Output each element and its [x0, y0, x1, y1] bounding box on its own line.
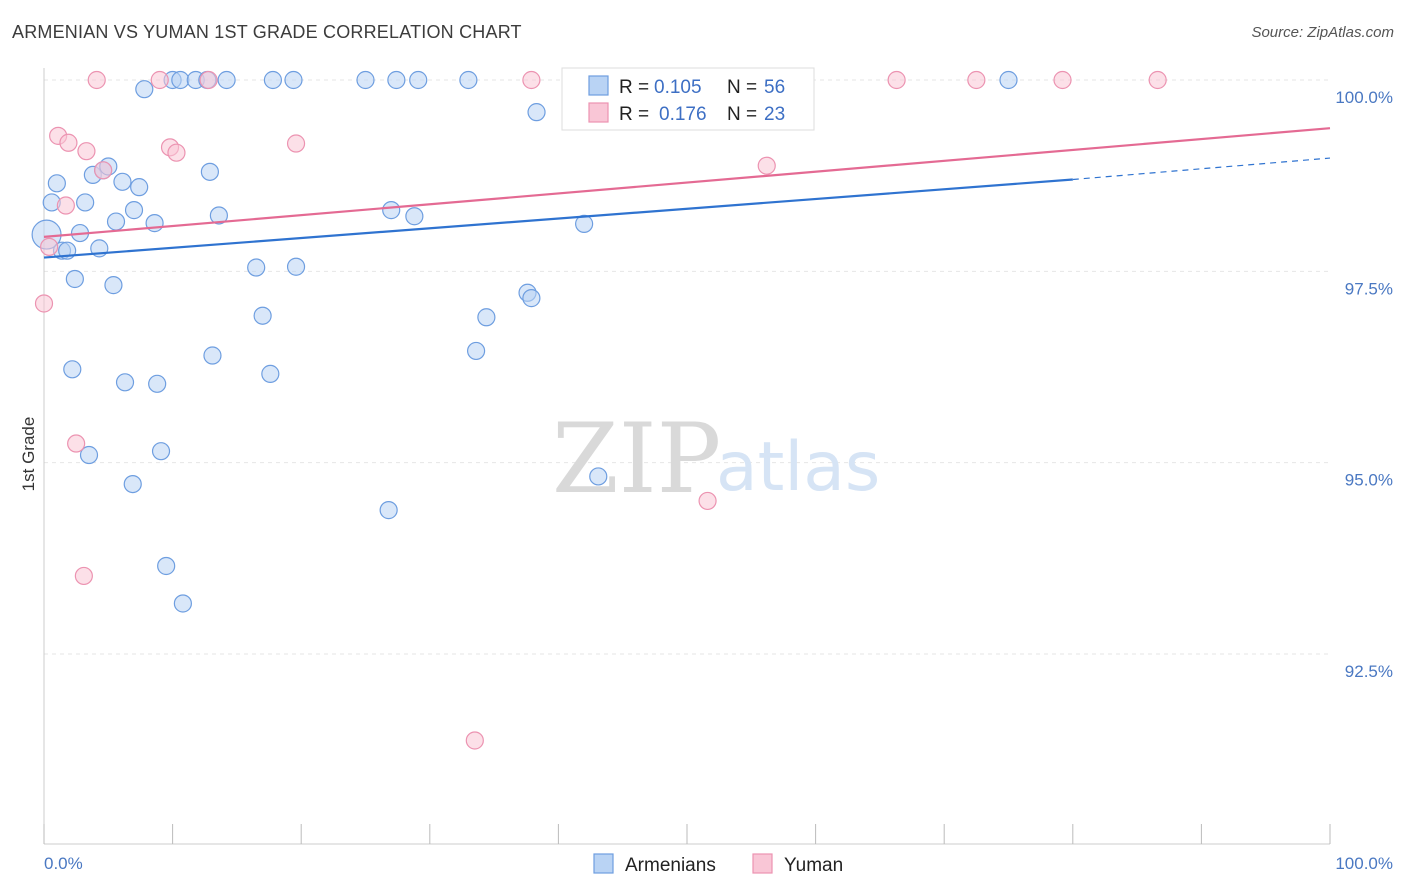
x-tick-label-min: 0.0%: [44, 854, 83, 873]
yuman-point-16: [522, 70, 541, 90]
legend-r-value-yuman: 0.176: [659, 104, 707, 125]
armenians-point-15: [106, 212, 126, 231]
legend-n-value-yuman: 23: [764, 104, 785, 125]
armenians-point-46: [409, 70, 428, 90]
armenians-point-14: [104, 276, 123, 295]
source-label: Source: ZipAtlas.com: [1251, 24, 1394, 41]
bottom-legend-label-yuman: Yuman: [784, 855, 843, 876]
y-tick-label-0: 92.5%: [1345, 662, 1393, 681]
armenians-point-28: [173, 594, 192, 613]
bottom-legend: Armenians Yuman: [593, 853, 843, 876]
armenians-point-48: [466, 341, 486, 361]
bottom-legend-swatch-yuman: [752, 853, 773, 874]
yuman-point-4: [59, 133, 78, 152]
legend: R = 0.105 N = 56 R = 0.176 N = 23: [561, 67, 815, 131]
armenians-point-34: [217, 70, 236, 90]
yuman-point-20: [967, 70, 986, 90]
watermark-atlas: atlas: [716, 428, 880, 507]
armenians-point-32: [203, 346, 222, 365]
armenians-point-53: [575, 214, 594, 233]
armenians-point-25: [157, 556, 176, 576]
yuman-point-9: [94, 161, 113, 180]
yuman-point-1: [40, 237, 59, 256]
armenians-point-43: [382, 201, 401, 220]
grid-lines: [44, 79, 1330, 655]
armenians-point-52: [527, 103, 546, 122]
armenians-point-31: [200, 162, 219, 181]
bottom-legend-label-armenians: Armenians: [625, 855, 716, 876]
armenians-point-40: [286, 257, 306, 276]
yuman-point-15: [465, 731, 484, 750]
yuman-point-3: [56, 196, 75, 215]
x-tick-label-max: 100.0%: [1335, 854, 1393, 873]
yuman-point-19: [887, 70, 906, 90]
armenians-point-47: [459, 70, 478, 90]
yuman-point-13: [199, 70, 218, 90]
armenians-point-51: [522, 289, 541, 308]
armenians-point-39: [284, 70, 303, 90]
y-axis-title: 1st Grade: [19, 417, 38, 492]
yuman-point-8: [87, 70, 106, 90]
legend-swatch-yuman: [588, 102, 609, 123]
legend-r-label-armenians: R =: [619, 77, 649, 98]
y-tick-label-3: 100.0%: [1335, 88, 1393, 107]
legend-n-label-yuman: N =: [727, 104, 757, 125]
armenians-point-20: [130, 178, 149, 197]
series-yuman-points: [34, 70, 1167, 750]
legend-swatch-armenians: [588, 75, 609, 96]
armenians-point-9: [79, 445, 99, 465]
yuman-point-6: [74, 566, 93, 586]
armenians-point-37: [261, 364, 280, 383]
armenians-trend-line: [43, 178, 1073, 259]
armenians-point-36: [253, 306, 272, 325]
y-tick-label-2: 97.5%: [1345, 279, 1393, 298]
armenians-point-17: [115, 373, 135, 392]
legend-n-label-armenians: N =: [727, 77, 757, 98]
bottom-legend-swatch-armenians: [593, 853, 614, 874]
armenians-point-18: [123, 474, 142, 494]
armenians-point-6: [65, 269, 84, 289]
watermark-zip: ZIP: [552, 403, 721, 515]
yuman-point-18: [757, 156, 776, 175]
armenians-point-44: [387, 70, 406, 90]
armenians-point-45: [405, 207, 424, 226]
armenians-point-49: [477, 308, 496, 327]
armenians-point-19: [124, 201, 144, 220]
y-tick-label-1: 95.0%: [1345, 471, 1393, 490]
armenians-point-41: [356, 70, 375, 90]
armenians-point-38: [263, 70, 283, 90]
legend-n-value-armenians: 56: [764, 77, 785, 98]
armenians-point-35: [247, 258, 266, 277]
yuman-point-5: [67, 434, 86, 453]
axes: [43, 68, 1331, 845]
armenians-point-27: [171, 70, 190, 90]
trend-lines: [43, 127, 1331, 259]
armenians-point-33: [209, 206, 228, 225]
legend-r-value-armenians: 0.105: [654, 77, 702, 98]
armenians-point-2: [47, 174, 66, 193]
yuman-point-17: [698, 491, 717, 511]
armenians-point-23: [148, 374, 167, 393]
armenians-point-24: [151, 442, 171, 461]
yuman-point-14: [286, 134, 306, 153]
armenians-point-54: [589, 467, 608, 486]
legend-r-label-yuman: R =: [619, 104, 649, 125]
yuman-point-0: [34, 294, 54, 313]
y-tick-labels: 92.5% 95.0% 97.5% 100.0%: [1335, 88, 1393, 681]
yuman-trend-line: [43, 127, 1331, 238]
armenians-point-21: [135, 80, 154, 99]
yuman-point-10: [150, 70, 169, 90]
armenians-trend-extension: [1072, 157, 1331, 181]
armenians-point-8: [76, 193, 95, 212]
yuman-point-22: [1148, 70, 1167, 90]
yuman-point-7: [77, 142, 96, 161]
yuman-point-12: [167, 143, 186, 162]
chart-title: ARMENIAN VS YUMAN 1ST GRADE CORRELATION …: [12, 22, 522, 42]
armenians-point-5: [63, 360, 82, 379]
yuman-point-21: [1053, 70, 1072, 90]
armenians-point-42: [379, 501, 398, 520]
armenians-point-55: [999, 70, 1018, 90]
armenians-point-16: [113, 172, 132, 191]
